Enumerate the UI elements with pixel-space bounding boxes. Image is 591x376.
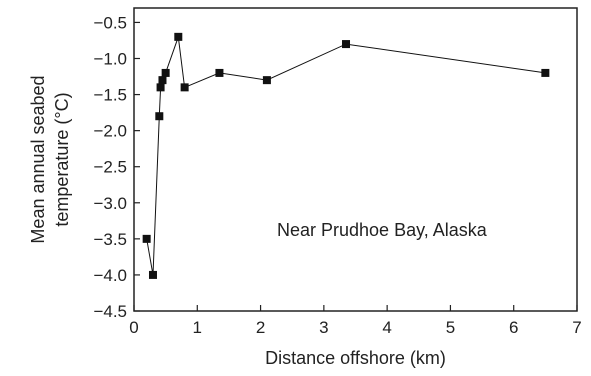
data-point [262,76,271,85]
y-tick-label: −1.0 [93,50,127,69]
data-point [161,68,170,77]
data-point [174,32,183,41]
data-point [158,76,167,85]
x-tick-label: 7 [572,318,581,337]
x-tick-label: 6 [509,318,518,337]
data-point [142,234,151,243]
y-tick-label: −4.5 [93,302,127,321]
plot-area-frame [133,7,578,312]
x-tick-label: 2 [256,318,265,337]
y-tick-label: −2.0 [93,122,127,141]
data-markers [142,32,550,279]
data-point [155,112,164,121]
data-point [215,68,224,77]
data-point [541,68,550,77]
x-tick-label: 4 [382,318,391,337]
y-tick-label: −4.0 [93,266,127,285]
y-tick-label: −3.5 [93,230,127,249]
y-tick-label: −2.5 [93,158,127,177]
y-tick-label: −3.0 [93,194,127,213]
chart-annotation: Near Prudhoe Bay, Alaska [277,220,488,240]
x-axis-title: Distance offshore (km) [265,348,446,368]
x-tick-label: 1 [193,318,202,337]
y-axis: −0.5 −1.0 −1.5 −2.0 −2.5 −3.0 −3.5 −4.0 −4.5 [93,13,140,321]
x-tick-label: 5 [446,318,455,337]
data-point [342,40,351,49]
data-point [180,83,189,92]
y-axis-title-line-2: temperature (°C) [52,92,72,226]
series-line [146,36,546,275]
y-tick-label: −0.5 [93,13,127,32]
data-point [148,270,157,279]
y-tick-label: −1.5 [93,86,127,105]
x-tick-label: 3 [319,318,328,337]
x-axis: 0 1 2 3 4 5 6 7 [129,305,582,337]
data-point [156,83,165,92]
y-axis-title-line-1: Mean annual seabed [28,75,48,243]
x-tick-label: 0 [129,318,138,337]
